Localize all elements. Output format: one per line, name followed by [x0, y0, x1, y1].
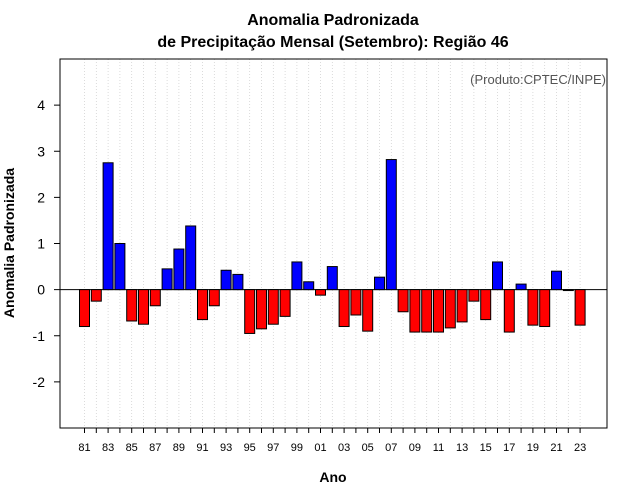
- bar-12: [444, 289, 456, 329]
- x-tick-label: 93: [220, 442, 232, 454]
- x-tick-label: 11: [433, 442, 444, 454]
- x-tick-label: 05: [362, 442, 374, 454]
- bar-21: [551, 270, 562, 291]
- bar-03: [338, 289, 350, 328]
- x-tick-label: 83: [102, 442, 114, 454]
- bar-88: [161, 268, 173, 291]
- x-tick-label: 85: [126, 442, 138, 454]
- y-axis-label: Anomalia Padronizada: [1, 168, 17, 318]
- x-tick-label: 97: [267, 442, 279, 454]
- bar-20: [539, 289, 551, 328]
- x-tick-label: 81: [78, 442, 90, 454]
- bar-16: [492, 261, 503, 291]
- bar-22: [562, 289, 574, 292]
- x-axis: 81 83 85 87 89 91 93 95 97 99 01 03 05 07 09 11 13 15 17 19…: [78, 428, 586, 454]
- y-tick-label: 2: [37, 189, 45, 205]
- x-tick-label: 23: [574, 442, 586, 454]
- bar-18: [515, 283, 527, 291]
- bar-02: [326, 266, 338, 291]
- bar-10: [421, 289, 433, 333]
- y-axis: -2 -1 0 1 2 3 4: [33, 97, 60, 390]
- bar-08: [397, 289, 409, 313]
- x-tick-label: 99: [291, 442, 303, 454]
- bar-82: [90, 289, 102, 302]
- x-tick-label: 17: [503, 442, 515, 454]
- bar-13: [456, 289, 468, 323]
- bar-11: [433, 289, 444, 333]
- bar-15: [480, 289, 492, 321]
- x-tick-label: 95: [244, 442, 256, 454]
- bar-97: [267, 289, 279, 325]
- bar-17: [503, 289, 515, 333]
- bars: [79, 159, 586, 334]
- x-tick-label: 91: [196, 442, 208, 454]
- x-tick-label: 07: [385, 442, 397, 454]
- chart-title-line-2: de Precipitação Mensal (Setembro): Regiã…: [157, 34, 508, 51]
- y-tick-label: 3: [37, 143, 45, 159]
- bar-00: [303, 281, 315, 291]
- bar-98: [279, 289, 291, 317]
- bar-09: [409, 289, 421, 333]
- bar-19: [527, 289, 539, 326]
- x-tick-label: 89: [173, 442, 185, 454]
- bar-90: [185, 225, 197, 291]
- y-tick-label: 4: [37, 97, 45, 113]
- x-tick-label: 15: [480, 442, 492, 454]
- bar-85: [126, 289, 138, 322]
- bar-89: [173, 248, 185, 291]
- x-tick-label: 87: [149, 442, 161, 454]
- bar-14: [468, 289, 480, 302]
- chart-title-line-1: Anomalia Padronizada: [247, 12, 419, 29]
- bar-94: [232, 273, 244, 291]
- x-tick-label: 21: [550, 442, 562, 454]
- bar-83: [102, 162, 114, 291]
- x-tick-label: 13: [456, 442, 468, 454]
- bar-06: [374, 276, 385, 291]
- bar-92: [208, 289, 220, 307]
- bar-07: [385, 159, 397, 291]
- bar-96: [256, 289, 267, 330]
- y-tick-label: -2: [33, 374, 46, 390]
- bar-23: [574, 289, 586, 326]
- bar-95: [244, 289, 256, 334]
- x-tick-label: 19: [527, 442, 539, 454]
- y-tick-label: 1: [37, 236, 45, 252]
- y-tick-label: -1: [33, 328, 46, 344]
- y-tick-label: 0: [37, 282, 45, 298]
- bar-86: [138, 289, 149, 325]
- bar-84: [114, 243, 126, 291]
- x-tick-label: 03: [338, 442, 350, 454]
- bar-04: [350, 289, 362, 316]
- bar-87: [149, 289, 161, 307]
- bar-05: [362, 289, 374, 332]
- credit-label: (Produto:CPTEC/INPE): [470, 72, 606, 87]
- x-tick-label: 01: [314, 442, 326, 454]
- bar-99: [291, 261, 303, 291]
- x-axis-label: Ano: [319, 469, 346, 485]
- bar-01: [315, 289, 326, 296]
- bar-93: [220, 269, 232, 291]
- vertical-gridlines: [84, 59, 581, 428]
- bar-91: [197, 289, 208, 321]
- x-tick-label: 09: [409, 442, 421, 454]
- plot-area-frame: [59, 58, 608, 429]
- bar-81: [79, 289, 90, 328]
